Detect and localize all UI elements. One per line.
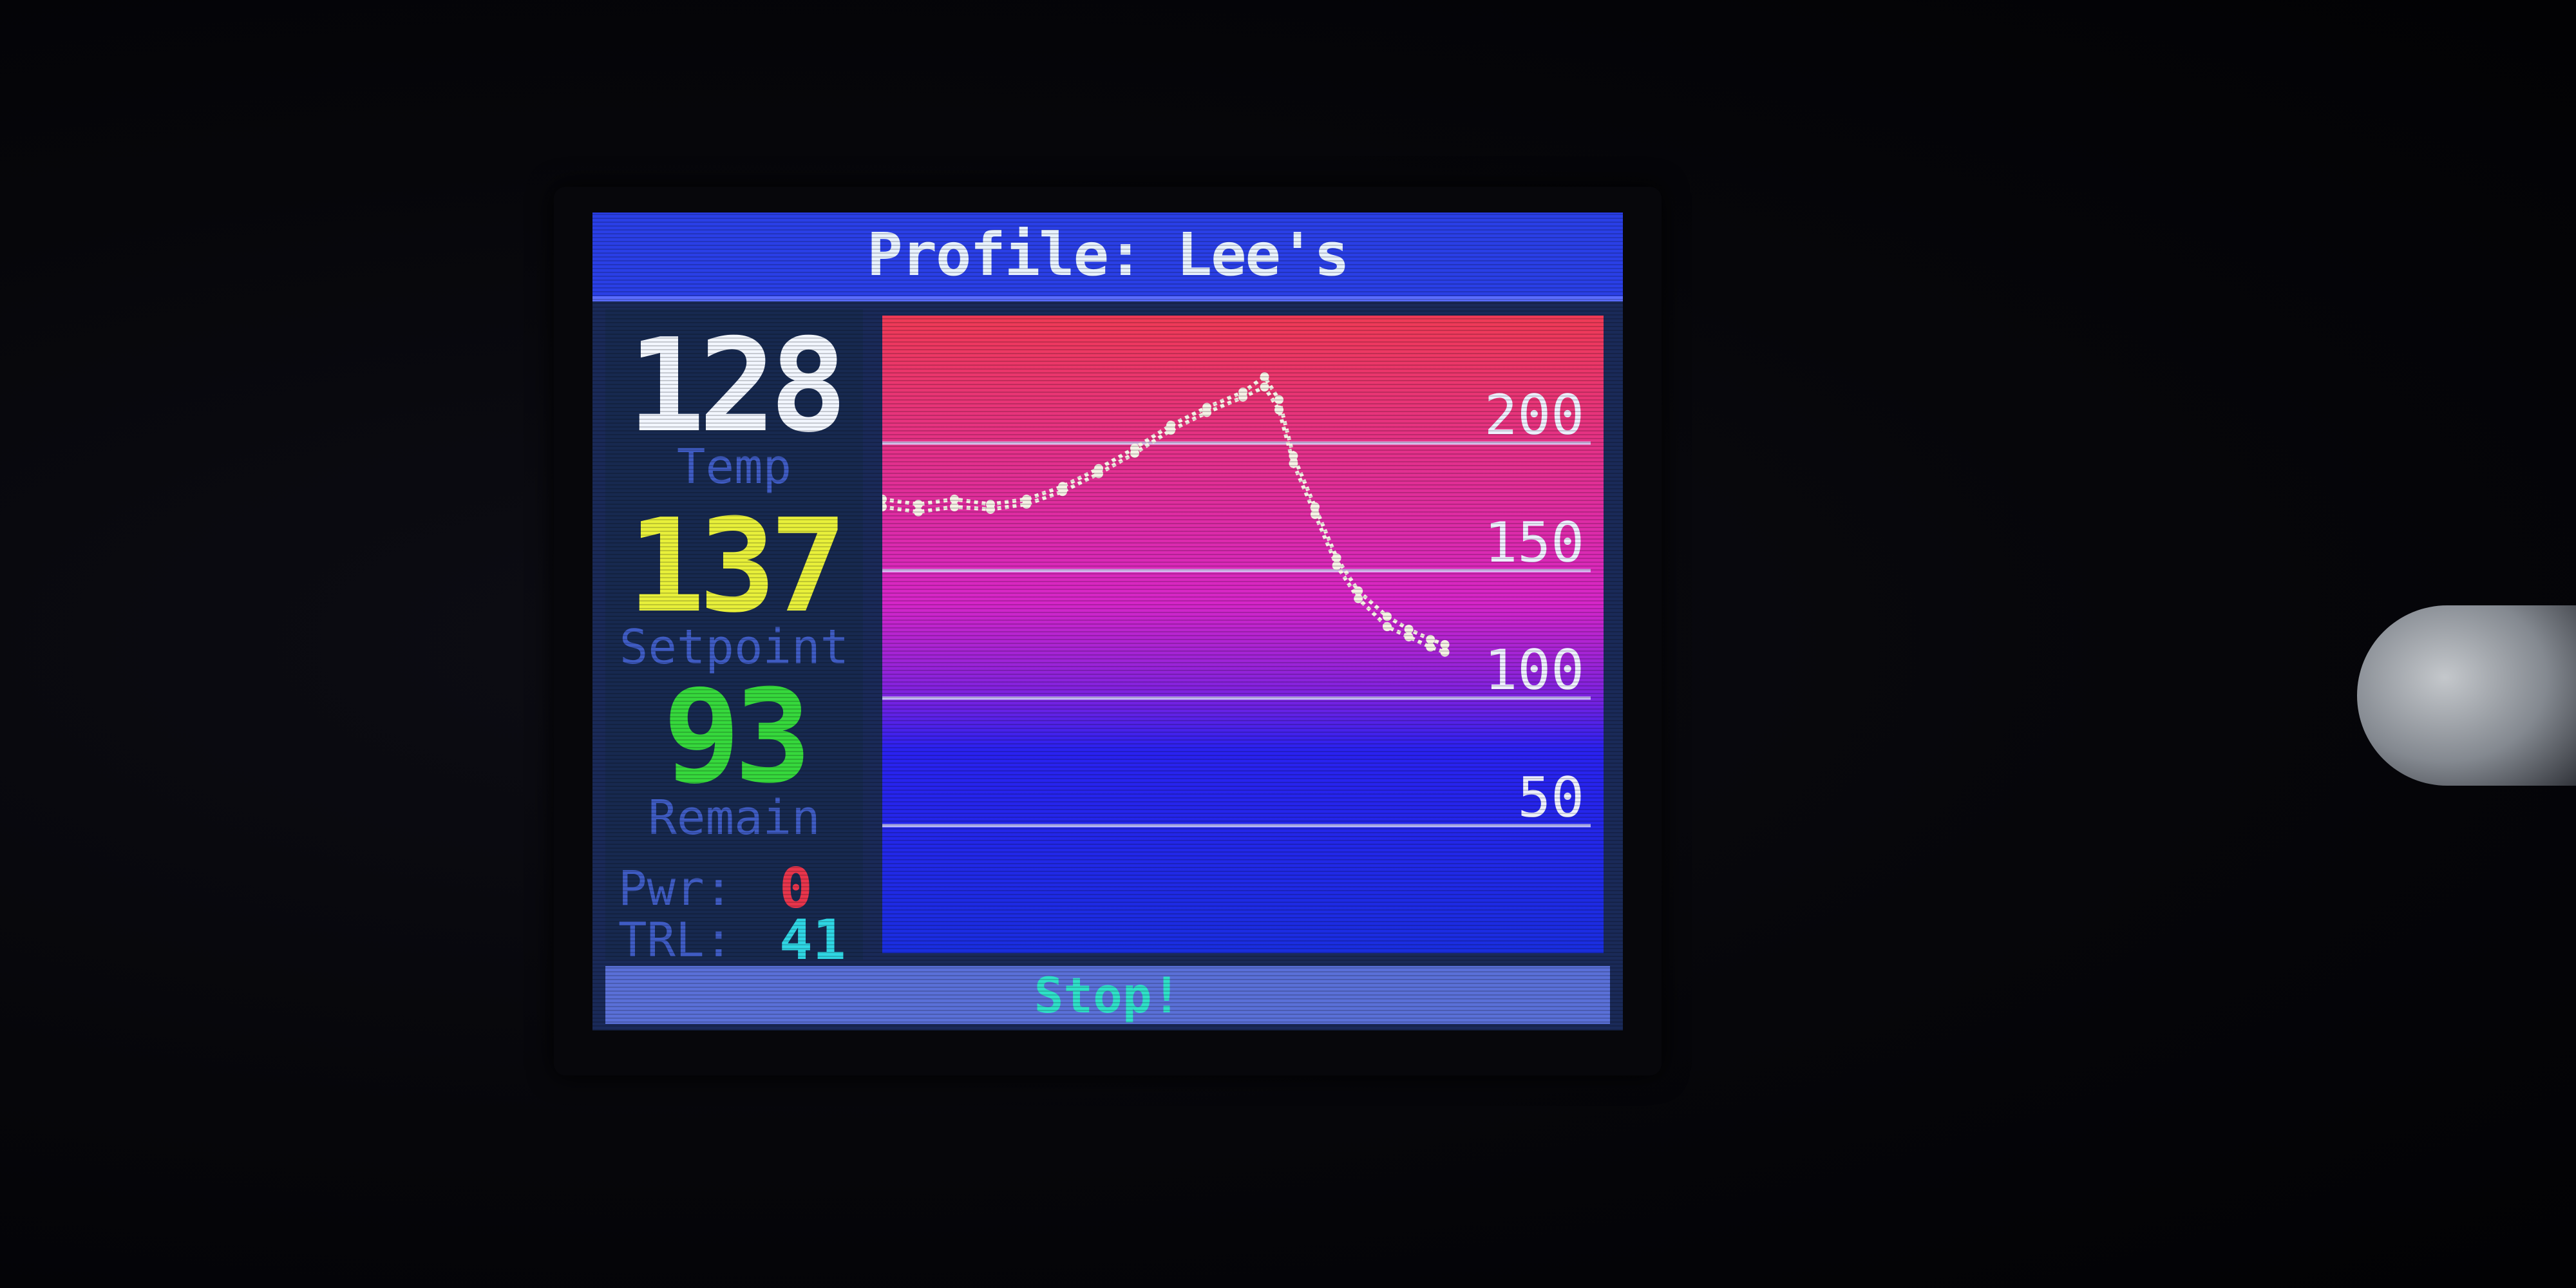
trl-label: TRL: bbox=[618, 913, 734, 968]
temp-value: 128 bbox=[627, 311, 847, 461]
data-point bbox=[1166, 426, 1175, 435]
data-point bbox=[914, 507, 923, 516]
data-point bbox=[1202, 408, 1211, 417]
data-point bbox=[1404, 632, 1414, 641]
stats-panel: 128 Temp 137 Setpoint 93 Remain Pwr: 0 T… bbox=[605, 309, 863, 969]
data-point bbox=[914, 500, 923, 509]
data-point bbox=[1383, 622, 1392, 632]
power-row: Pwr: 0 bbox=[618, 860, 863, 918]
data-point bbox=[1354, 594, 1363, 603]
data-point bbox=[1260, 372, 1269, 382]
series-1 bbox=[878, 382, 1450, 657]
y-tick-label-50: 50 bbox=[1517, 766, 1584, 830]
trl-row: TRL: 41 bbox=[618, 911, 863, 969]
data-point bbox=[1426, 634, 1435, 644]
data-point bbox=[1354, 586, 1363, 596]
data-point bbox=[1238, 392, 1247, 402]
y-tick-label-100: 100 bbox=[1484, 638, 1584, 703]
data-point bbox=[1022, 500, 1031, 509]
setpoint-label: Setpoint bbox=[619, 620, 849, 675]
data-point bbox=[986, 504, 995, 514]
data-point bbox=[1289, 459, 1298, 468]
data-point bbox=[1094, 469, 1103, 478]
title-bar: Profile: Lee's bbox=[592, 213, 1623, 301]
temp-label: Temp bbox=[676, 439, 792, 495]
data-point bbox=[1332, 553, 1341, 563]
chart-background bbox=[882, 316, 1604, 953]
chart-svg: 50 100 150 200 bbox=[878, 316, 1604, 953]
y-tick-label-150: 150 bbox=[1484, 511, 1584, 575]
data-point bbox=[1130, 448, 1139, 458]
data-point bbox=[1332, 561, 1341, 571]
lcd-screen: Profile: Lee's 128 Temp 137 Setpoint 93 … bbox=[592, 213, 1623, 1030]
data-point bbox=[1440, 639, 1450, 649]
data-point bbox=[1311, 509, 1320, 519]
trl-value: 41 bbox=[779, 908, 846, 972]
data-point bbox=[950, 495, 959, 504]
profile-title: Profile: Lee's bbox=[867, 220, 1349, 289]
remain-value: 93 bbox=[663, 662, 812, 812]
data-point bbox=[1404, 625, 1414, 634]
data-point bbox=[1426, 642, 1435, 652]
data-point bbox=[1260, 382, 1269, 392]
setpoint-value: 137 bbox=[627, 491, 847, 641]
power-value: 0 bbox=[779, 857, 813, 921]
data-point bbox=[1440, 647, 1450, 657]
status-bar[interactable]: Stop! bbox=[605, 966, 1610, 1024]
power-label: Pwr: bbox=[618, 861, 734, 916]
data-point bbox=[1274, 405, 1283, 415]
control-knob[interactable] bbox=[2357, 605, 2576, 786]
stop-button-label: Stop! bbox=[1034, 966, 1182, 1024]
data-point bbox=[1058, 487, 1067, 497]
temperature-chart: 50 100 150 200 bbox=[878, 316, 1604, 953]
y-tick-label-200: 200 bbox=[1484, 383, 1584, 448]
data-point bbox=[1274, 395, 1283, 404]
remain-label: Remain bbox=[648, 790, 820, 846]
data-point bbox=[950, 502, 959, 511]
data-point bbox=[1383, 612, 1392, 621]
